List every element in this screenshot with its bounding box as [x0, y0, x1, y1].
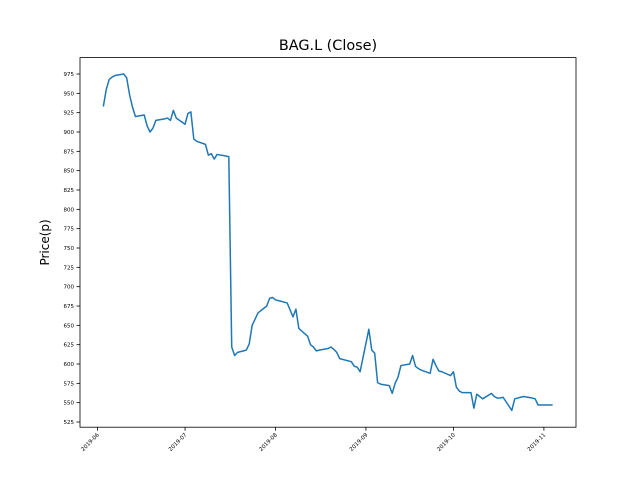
y-tick-label: 775 [64, 227, 75, 233]
y-tick-label: 875 [64, 149, 75, 155]
y-tick-label: 825 [64, 188, 75, 194]
y-tick-label: 750 [64, 246, 75, 252]
y-tick-label: 725 [64, 265, 75, 271]
plot-frame [79, 57, 577, 428]
y-tick-label: 525 [64, 420, 75, 426]
y-tick-label: 925 [64, 111, 75, 117]
y-tick-label: 650 [64, 323, 75, 329]
y-tick-label: 625 [64, 343, 75, 349]
price-line [102, 73, 553, 412]
y-tick-label: 575 [64, 381, 75, 387]
y-tick-label: 800 [64, 207, 75, 213]
y-tick-label: 550 [64, 401, 75, 407]
y-axis-label: Price(p) [38, 219, 52, 265]
y-tick-label: 675 [64, 304, 75, 310]
y-tick-label: 600 [64, 362, 75, 368]
chart-title: BAG.L (Close) [279, 38, 377, 54]
y-tick-label: 975 [64, 72, 75, 78]
y-tick-label: 900 [64, 130, 75, 136]
y-tick-label: 850 [64, 169, 75, 175]
y-tick-label: 950 [64, 91, 75, 97]
y-tick-label: 700 [64, 285, 75, 291]
